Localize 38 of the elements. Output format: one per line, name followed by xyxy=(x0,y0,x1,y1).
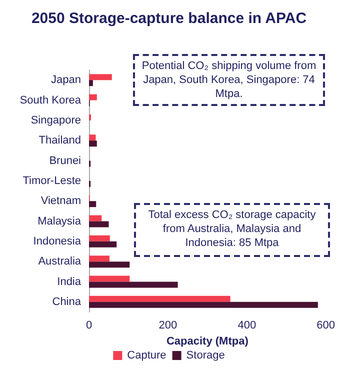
legend-label: Storage xyxy=(186,350,225,362)
y-tick-label: South Korea xyxy=(20,94,82,106)
bar xyxy=(89,134,96,141)
y-tick-label: Malaysia xyxy=(38,215,82,228)
y-tick-label: Thailand xyxy=(38,134,81,147)
x-tick-label: 400 xyxy=(238,320,256,332)
y-tick-label: Vietnam xyxy=(40,195,81,208)
bar xyxy=(89,241,117,248)
bar xyxy=(89,80,93,86)
bar xyxy=(89,296,230,302)
y-tick-label: Japan xyxy=(51,74,81,86)
chart-title: 2050 Storage-capture balance in APAC xyxy=(31,10,307,27)
bar xyxy=(89,201,96,208)
annotation: Total excess CO₂ storage capacity from Australia, Malaysia and Indonesia: 85 Mtpa xyxy=(134,203,330,257)
bar xyxy=(89,282,178,288)
y-tick-label: India xyxy=(57,276,82,288)
x-tick-label: 200 xyxy=(158,320,178,332)
x-tick-label: 600 xyxy=(316,320,336,332)
bar xyxy=(89,276,130,282)
bar xyxy=(89,74,112,80)
y-tick-label: Brunei xyxy=(49,154,81,167)
bar xyxy=(89,94,97,100)
x-tick-label: 0 xyxy=(86,320,92,332)
y-tick-label: Singapore xyxy=(30,114,81,126)
bar xyxy=(89,215,102,222)
bar xyxy=(89,221,109,228)
annotation: Potential CO₂ shipping volume from Japan, South Korea, Singapore: 74 Mtpa. xyxy=(133,54,325,106)
bar xyxy=(89,235,110,242)
y-tick-label: Australia xyxy=(38,256,82,268)
bar xyxy=(89,302,318,308)
legend-label: Capture xyxy=(127,350,166,362)
bar xyxy=(89,140,97,147)
y-tick-label: China xyxy=(52,296,82,308)
bar xyxy=(89,256,110,262)
y-tick-label: Indonesia xyxy=(33,235,82,248)
bar xyxy=(89,262,130,268)
x-axis-title: Capacity (Mtpa) xyxy=(166,336,249,348)
y-tick-label: Timor-Leste xyxy=(22,174,81,187)
